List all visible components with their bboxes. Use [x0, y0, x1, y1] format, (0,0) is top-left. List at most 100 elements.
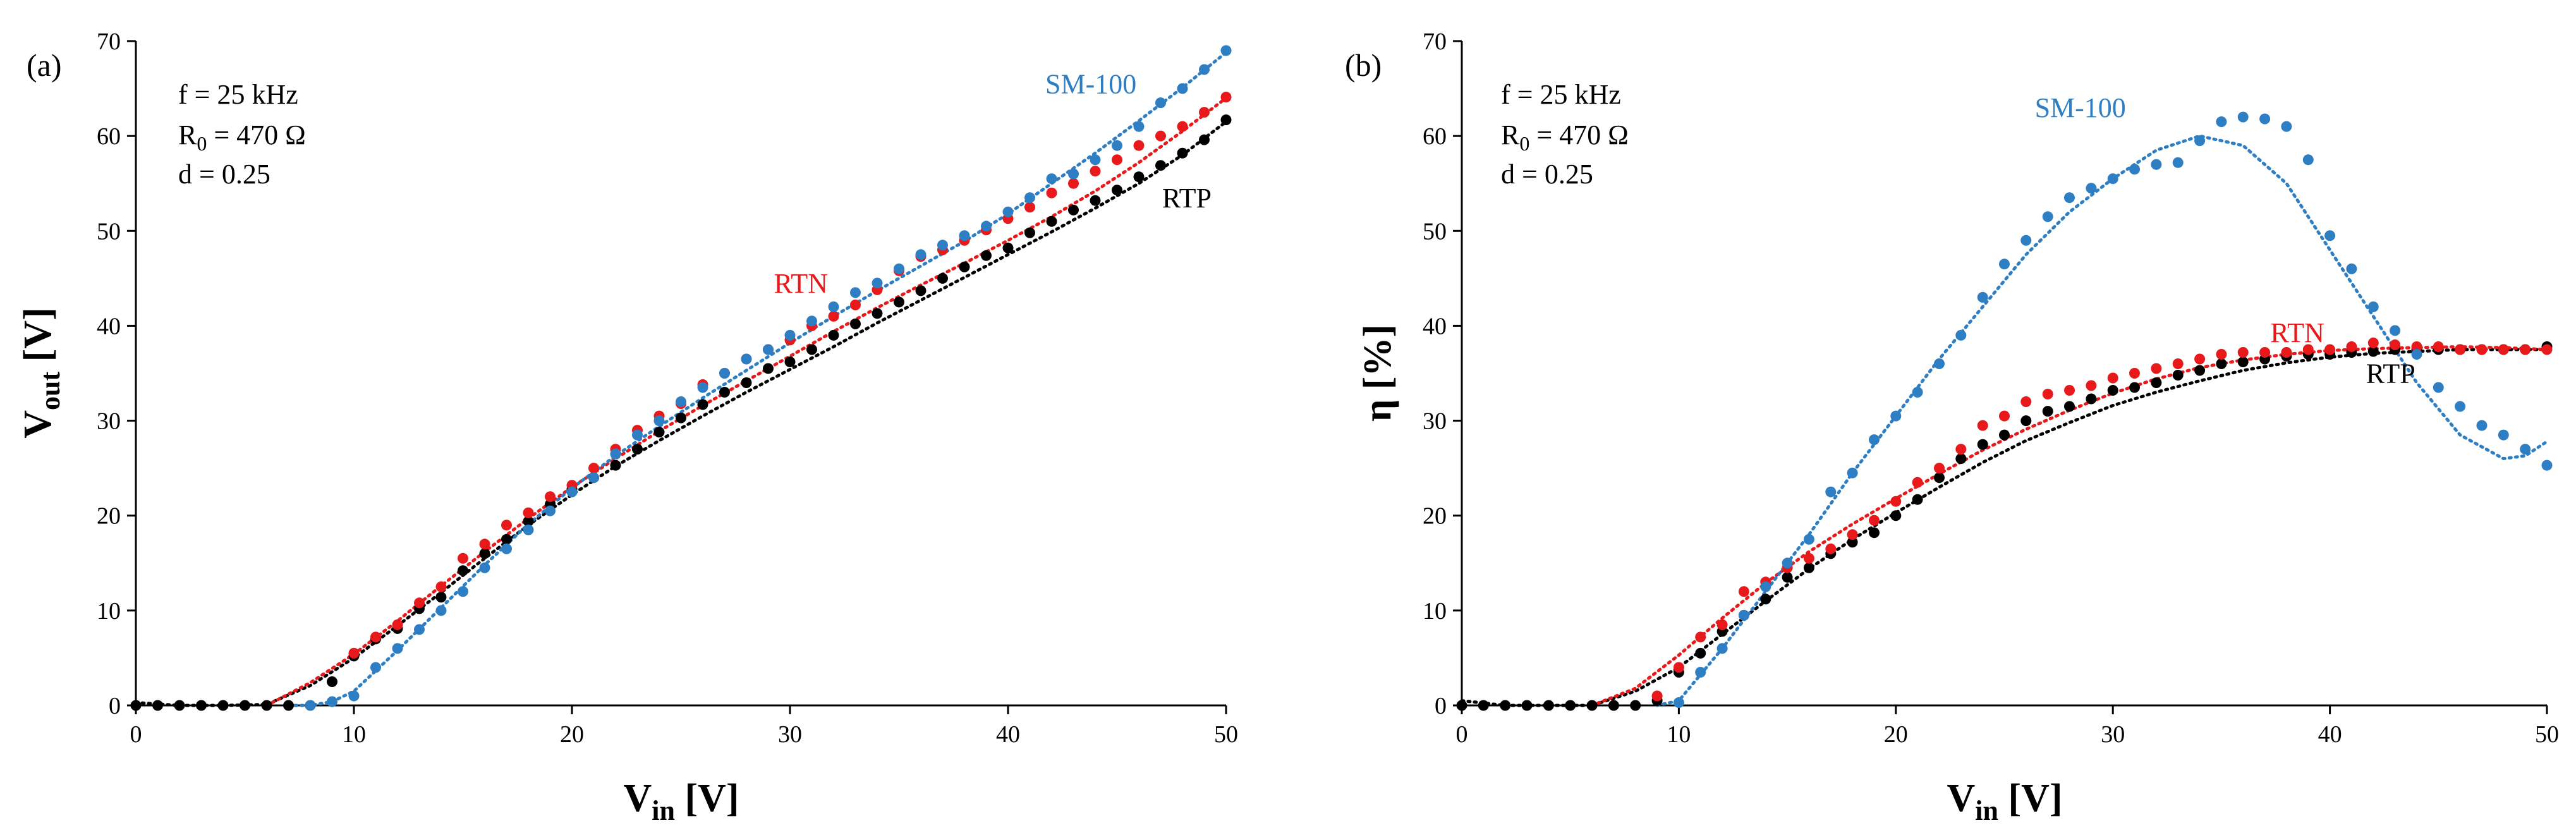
panel-b-info-box: f = 25 kHz R0 = 470 Ω d = 0.25	[1501, 79, 1629, 190]
panel-b-sm-100-point	[2324, 230, 2336, 241]
panel-a-sm-100-point	[1002, 206, 1014, 217]
panel-b-x-axis-title-unit: [V]	[1998, 777, 2063, 820]
panel-a-sm-100-point	[523, 524, 534, 535]
panel-a-rtn-point	[1155, 130, 1166, 142]
panel-a-sm-100-point	[632, 429, 643, 441]
panel-a-rtn-point	[1133, 140, 1145, 151]
panel-a-y-tick-label-40: 40	[97, 313, 121, 339]
panel-b-sm-100-point	[2129, 164, 2140, 175]
panel-b-rtn-point	[1955, 444, 1967, 455]
panel-b-x-axis-title-main: V	[1947, 777, 1975, 820]
panel-a-sm-100-point	[501, 543, 512, 554]
panel-a-rtp-point	[1024, 227, 1035, 238]
panel-a-x-axis-title: Vin [V]	[623, 777, 739, 826]
panel-a-rtn-point	[1220, 92, 1232, 103]
panel-a-sm-100-point	[1090, 154, 1101, 166]
panel-b-rtp-point	[2042, 406, 2053, 417]
panel-b-sm-100-point	[2216, 116, 2227, 128]
panel-b-sm-100-point	[2476, 420, 2488, 431]
panel-a-sm-100-point	[1133, 121, 1145, 132]
panel-b-rtp-point	[1999, 429, 2010, 441]
panel-b-x-axis-title-sub: in	[1975, 795, 1998, 826]
panel-b-x-tick-label-10: 10	[1667, 721, 1691, 748]
panel-a-sm-100-point	[458, 586, 468, 597]
panel-b-rtn-point	[1869, 515, 1880, 526]
panel-a-info-resistance-sub: 0	[197, 132, 207, 155]
panel-b-sm-100-point	[2281, 121, 2292, 132]
panel-b-rtp-point	[2129, 382, 2140, 393]
panel-b-label: (b)	[1345, 47, 1382, 83]
panel-b-sm-100-point	[1977, 291, 1988, 303]
panel-b-rtp-point	[1500, 700, 1511, 711]
panel-a-rtp-point	[894, 296, 904, 308]
panel-a-rtp-point	[784, 357, 796, 367]
panel-b-info-resistance-value: = 470 Ω	[1529, 119, 1629, 150]
panel-a-data-points	[130, 45, 1232, 711]
panel-b-rtn-point	[1934, 463, 1945, 474]
panel-a-rtp-point	[1220, 114, 1232, 126]
panel-b-x-tick-label-50: 50	[2535, 721, 2559, 748]
panel-b-sm-100-point	[2042, 211, 2053, 222]
panel-b-rtn-point	[2433, 341, 2444, 352]
panel-b-rtn-series-label: RTN	[2270, 317, 2324, 348]
panel-b-rtn-point	[2541, 344, 2553, 355]
panel-b-rtn-point	[2237, 347, 2249, 358]
panel-b-rtn-point	[1847, 529, 1858, 540]
panel-b-rtp-point	[2107, 385, 2118, 396]
panel-b-x-axis-title: Vin [V]	[1947, 777, 2062, 826]
panel-a-rtp-point	[1177, 147, 1188, 159]
panel-a-rtp-point	[261, 700, 272, 711]
panel-a-rtp-point	[610, 460, 621, 471]
panel-a-sm-100-point	[806, 315, 817, 327]
panel-b-rtn-point	[1825, 543, 1837, 554]
panel-a-sm-100-point	[1046, 173, 1057, 185]
panel-b-sm-100-point	[1695, 667, 1706, 678]
panel-b-rtn-point	[1999, 410, 2010, 422]
panel-a-rtn-point	[1046, 187, 1057, 198]
panel-a-rtp-point	[1068, 204, 1079, 216]
panel-b-rtn-point	[2390, 339, 2401, 350]
panel-b-rtp-point	[2172, 370, 2184, 381]
panel-a-sm-100-point	[1155, 97, 1166, 109]
panel-b-rtn-point	[2042, 389, 2053, 399]
panel-a-rtp-point	[937, 272, 948, 284]
panel-b-rtn-point	[2498, 344, 2509, 355]
panel-b-ticks: 0 10 20 30 40 50 0 10 20 30 40 50 60 70	[1423, 28, 2559, 748]
panel-a-sm-100-point	[479, 562, 490, 573]
panel-a-rtp-point	[152, 700, 163, 711]
panel-a-rtp-point	[697, 399, 708, 410]
panel-a-rtn-point	[479, 539, 490, 550]
panel-b-y-axis-title: η [%]	[1356, 324, 1399, 422]
panel-b-x-tick-label-30: 30	[2101, 721, 2125, 748]
panel-b-rtn-point	[1716, 619, 1728, 630]
panel-a-series-labels: RTP RTN SM-100	[774, 69, 1212, 299]
panel-b-rtn-point	[2129, 368, 2140, 379]
panel-b-y-tick-label-30: 30	[1423, 408, 1447, 435]
panel-a-sm-100-point	[370, 662, 381, 673]
panel-a-y-tick-label-70: 70	[97, 28, 121, 55]
panel-a-sm-100-point	[676, 396, 686, 407]
panel-a-rtn-point	[1112, 154, 1122, 166]
panel-a-sm-100-point	[348, 690, 360, 702]
panel-b-rtp-point	[1977, 439, 1988, 450]
panel-b-y-tick-label-60: 60	[1423, 123, 1447, 150]
panel-b-sm-100-point	[1673, 697, 1684, 708]
panel-a-rtp-point	[327, 676, 337, 687]
panel-a-x-axis-title-sub: in	[652, 795, 675, 826]
panel-a-sm-100-point	[719, 368, 730, 379]
panel-b-sm-100-point	[1955, 329, 1967, 341]
panel-a-sm-100-point	[784, 329, 796, 341]
panel-a-sm-100-point	[1068, 168, 1079, 180]
panel-b-rtp-point	[1456, 700, 1467, 711]
panel-a-rtp-point	[283, 700, 294, 711]
panel-a-rtp-point	[741, 377, 752, 388]
panel-a-rtp-point	[130, 700, 142, 711]
panel-a-info-box: f = 25 kHz R0 = 470 Ω d = 0.25	[178, 79, 306, 190]
panel-b-rtn-point	[2302, 344, 2314, 355]
panel-a-sm-100-point	[981, 221, 992, 232]
panel-a-rtp-point	[240, 700, 250, 711]
panel-b-sm-100-point	[2541, 460, 2553, 471]
panel-a-rtp-point	[1133, 171, 1145, 183]
